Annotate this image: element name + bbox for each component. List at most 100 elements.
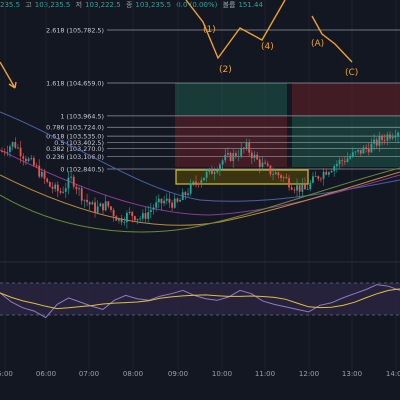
candle-body-122 (325, 171, 328, 175)
candle-body-73 (195, 181, 197, 184)
candle-body-107 (285, 177, 288, 179)
candle-body-129 (343, 161, 346, 162)
ma-line-fast (0, 167, 400, 233)
candle-body-104 (277, 172, 280, 176)
candle-body-0 (1, 151, 3, 153)
fib-label-6: 0.382 (103,270.0) (46, 145, 104, 153)
candle-body-57 (152, 207, 155, 210)
candle-body-116 (309, 182, 312, 190)
rsi-line (0, 284, 400, 319)
fib-label-8: 0 (102,840.5) (60, 166, 104, 174)
candle-body-130 (346, 158, 349, 162)
candle-body-40 (107, 201, 110, 207)
candle-body-17 (46, 178, 49, 182)
candle-body-94 (250, 152, 253, 159)
candle-body-25 (67, 177, 70, 189)
candle-body-71 (189, 183, 192, 194)
candle-body-47 (126, 212, 128, 223)
candle-body-147 (391, 137, 394, 139)
candle-body-38 (102, 203, 104, 211)
candle-body-120 (320, 178, 322, 180)
candle-body-66 (176, 198, 179, 202)
candle-body-123 (327, 172, 330, 175)
candle-body-50 (133, 216, 136, 221)
x-tick-label-5: 10:00 (212, 370, 232, 378)
candle-body-3 (9, 146, 11, 152)
candle-body-118 (314, 176, 317, 178)
candle-body-145 (386, 134, 389, 141)
candle-body-6 (17, 147, 19, 149)
candle-body-84 (224, 154, 227, 161)
candle-body-48 (128, 211, 131, 213)
candle-body-12 (32, 158, 35, 166)
candle-body-80 (213, 172, 216, 174)
close-label: 종 (125, 1, 133, 9)
candle-body-126 (335, 164, 338, 167)
candle-body-117 (312, 176, 314, 183)
candle-body-45 (120, 218, 123, 223)
candle-body-102 (272, 174, 274, 176)
elliott-wave: (1) (2) (4) (A) (C) (0, 0, 358, 89)
candle-body-44 (118, 218, 120, 221)
candle-body-9 (25, 158, 27, 162)
candle-body-69 (184, 192, 187, 196)
fib-label-3: 0.786 (103,724.0) (46, 124, 104, 132)
fib-label-4: 0.618 (103,535.0) (46, 133, 104, 141)
candle-body-59 (157, 198, 160, 203)
candle-body-51 (136, 218, 139, 221)
ma-line-short (0, 171, 400, 226)
candle-body-144 (383, 139, 386, 141)
candle-body-27 (72, 176, 75, 187)
fib-zone-upper-left (175, 83, 287, 116)
candle-body-97 (258, 159, 261, 167)
candle-body-18 (48, 181, 51, 187)
candle-body-39 (104, 201, 107, 211)
volume-value: 151.44 (238, 1, 263, 9)
candle-body-63 (168, 198, 171, 203)
candle-body-31 (83, 199, 86, 201)
candle-body-13 (35, 165, 38, 167)
candle-body-146 (389, 134, 391, 139)
time-axis: 5:00 06:00 07:00 08:00 09:00 10:00 11:00 12:00 1… (0, 370, 400, 378)
candle-body-41 (110, 206, 112, 210)
candle-body-30 (80, 188, 83, 201)
candle-body-14 (38, 165, 41, 177)
candle-body-55 (147, 212, 150, 219)
candle-body-124 (330, 171, 333, 173)
candle-body-83 (221, 160, 224, 165)
candle-body-138 (367, 148, 370, 153)
ohlc-header: 235.5 고 103,235.5 저 103,222.5 종 103,235.5 0… (0, 0, 266, 12)
candle-body-141 (375, 139, 378, 146)
candle-body-115 (306, 189, 309, 190)
wave-label-4: (4) (261, 42, 274, 52)
high-label: 고 (25, 1, 32, 9)
candle-body-91 (242, 147, 245, 149)
candle-body-109 (290, 187, 293, 190)
candle-body-75 (200, 180, 203, 185)
x-tick-label-1: 06:00 (36, 370, 56, 378)
candle-body-61 (163, 200, 166, 204)
low-value: 103,222.5 (85, 1, 121, 9)
candle-body-8 (22, 156, 25, 159)
fib-zone-upper-right (292, 83, 400, 116)
candle-body-111 (296, 185, 298, 191)
close-value: 103,235.5 (135, 1, 172, 9)
candle-body-20 (54, 184, 57, 189)
candle-body-78 (208, 168, 211, 172)
candle-body-119 (317, 176, 320, 179)
candle-body-149 (397, 132, 399, 137)
fib-label-1: 1.618 (104,659.0) (46, 80, 104, 88)
candle-body-110 (293, 189, 296, 191)
fib-label-7: 0.236 (103,106.0) (46, 153, 104, 161)
candle-body-85 (227, 152, 229, 155)
wave-label-1: (1) (203, 25, 216, 35)
candle-body-2 (6, 151, 9, 153)
x-tick-label-0: 5:00 (0, 370, 13, 378)
candle-body-67 (179, 199, 181, 202)
candle-body-108 (288, 178, 290, 188)
candle-body-58 (155, 202, 158, 208)
candle-body-16 (43, 171, 46, 179)
candle-body-88 (234, 153, 237, 157)
candle-body-135 (359, 149, 362, 154)
